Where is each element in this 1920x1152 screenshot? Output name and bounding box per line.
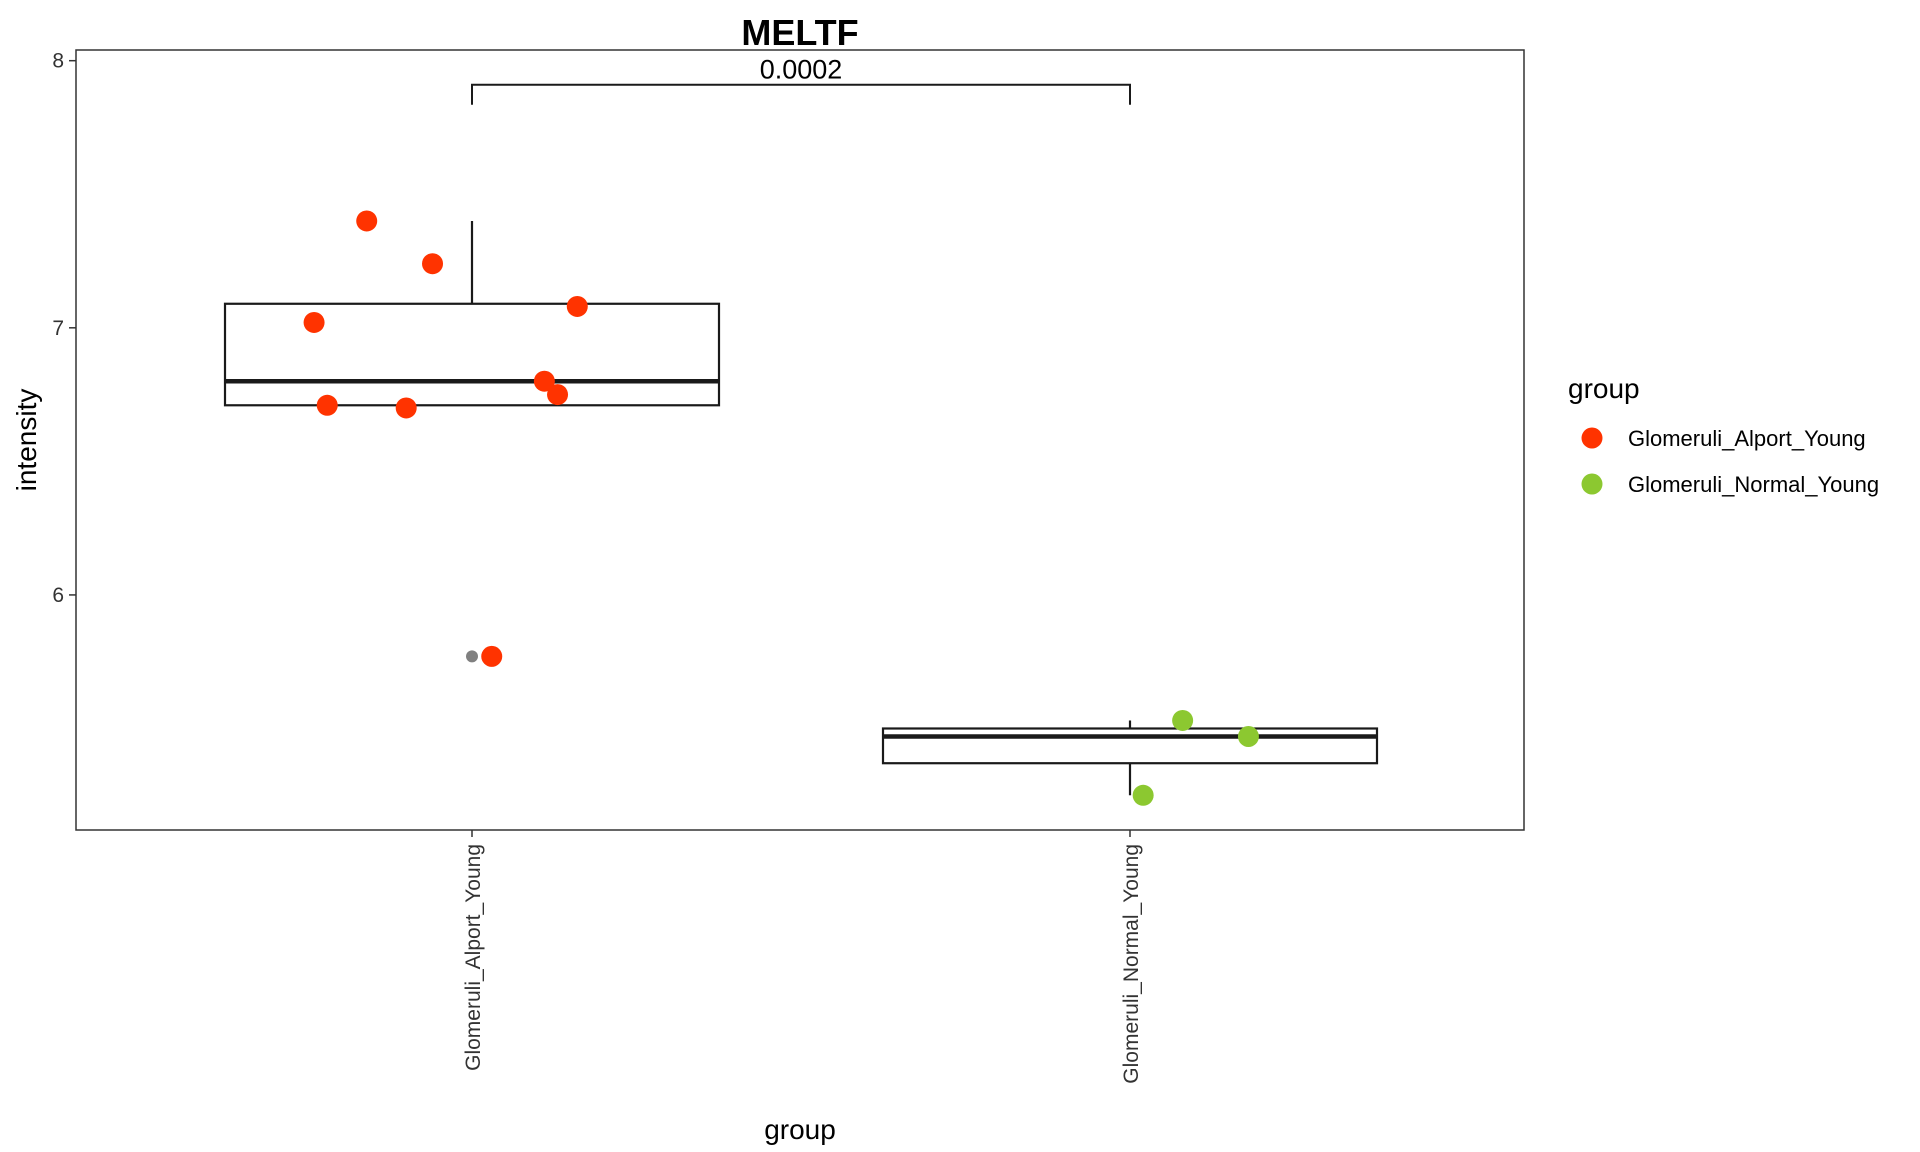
chart-title: MELTF [741, 12, 858, 53]
legend: Glomeruli_Alport_Young Glomeruli_Normal_Y… [1581, 426, 1879, 497]
y-axis-title: intensity [11, 389, 42, 492]
box-Glomeruli_Normal_Young [881, 720, 1379, 796]
data-point [566, 295, 588, 317]
box-Glomeruli_Alport_Young [223, 220, 721, 663]
data-point [533, 370, 555, 392]
data-point [547, 384, 569, 406]
y-tick-label: 6 [52, 584, 64, 607]
data-point [356, 210, 378, 232]
outlier-point [466, 650, 478, 663]
p-value-label: 0.0002 [760, 55, 843, 85]
x-tick-label: Glomeruli_Alport_Young [462, 844, 485, 1071]
data-point [395, 397, 417, 419]
box-body [881, 727, 1379, 765]
data-point [303, 311, 325, 333]
data-point [1237, 726, 1259, 748]
legend-key [1581, 427, 1603, 449]
legend-title: group [1568, 373, 1640, 404]
box-body [223, 302, 721, 407]
data-point [316, 394, 338, 416]
y-tick-label: 8 [52, 50, 64, 73]
data-point [422, 253, 444, 275]
x-axis-title: group [764, 1114, 836, 1145]
data-point [1132, 784, 1154, 806]
legend-key [1581, 473, 1603, 495]
y-tick-label: 7 [52, 317, 64, 340]
x-tick-label: Glomeruli_Normal_Young [1120, 844, 1143, 1084]
legend-label: Glomeruli_Alport_Young [1628, 426, 1866, 451]
panel-border [75, 49, 1525, 831]
legend-label: Glomeruli_Normal_Young [1628, 472, 1879, 497]
data-point [481, 645, 503, 667]
plot-area: 6 7 8 Glomeruli_Alport_Young Glomeruli_Norma… [52, 49, 1525, 1084]
data-point [1172, 709, 1194, 731]
significance-bracket [471, 83, 1131, 105]
